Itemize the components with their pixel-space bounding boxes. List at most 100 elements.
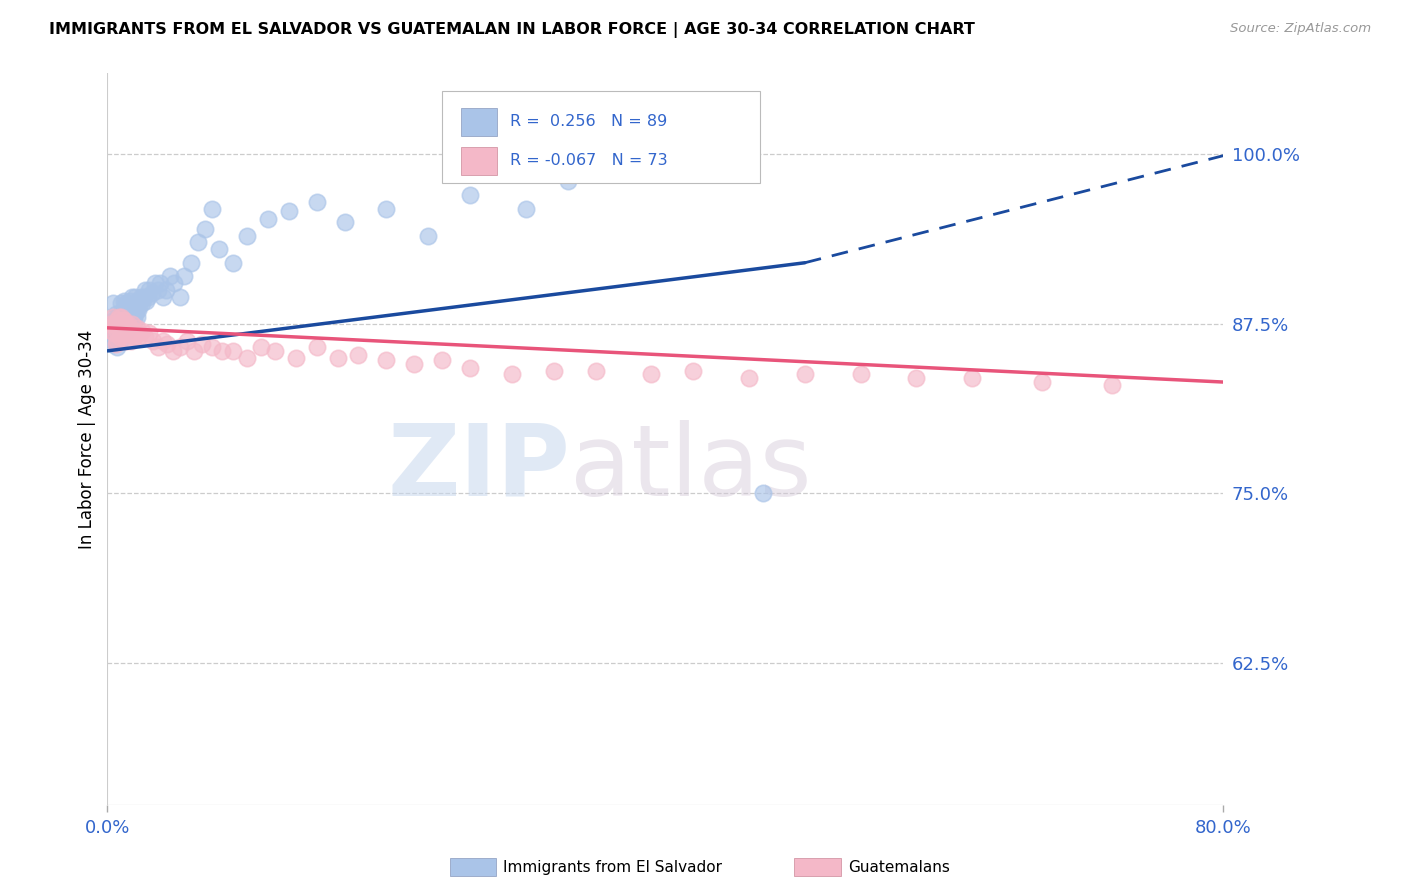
Point bbox=[194, 222, 217, 236]
Point bbox=[640, 367, 662, 381]
Point bbox=[127, 330, 149, 344]
Point bbox=[159, 269, 181, 284]
Point bbox=[152, 334, 174, 349]
Point bbox=[138, 326, 160, 341]
Point bbox=[849, 367, 872, 381]
Point bbox=[501, 367, 523, 381]
Point bbox=[125, 321, 148, 335]
Point bbox=[110, 326, 132, 341]
Point bbox=[191, 337, 214, 351]
Point bbox=[107, 317, 129, 331]
Point bbox=[211, 343, 233, 358]
Point bbox=[105, 324, 128, 338]
Point bbox=[515, 202, 537, 216]
Point bbox=[136, 290, 159, 304]
Y-axis label: In Labor Force | Age 30-34: In Labor Force | Age 30-34 bbox=[79, 329, 96, 549]
Point bbox=[121, 303, 143, 318]
Point bbox=[155, 283, 177, 297]
Point bbox=[104, 307, 127, 321]
Point bbox=[793, 367, 815, 381]
FancyBboxPatch shape bbox=[461, 146, 496, 175]
Point bbox=[430, 353, 453, 368]
Point bbox=[101, 310, 124, 324]
Point bbox=[115, 317, 138, 331]
Point bbox=[112, 293, 135, 308]
Point bbox=[129, 290, 152, 304]
Point bbox=[122, 312, 145, 326]
Point bbox=[117, 310, 139, 324]
Point bbox=[187, 235, 209, 250]
Point bbox=[326, 351, 349, 365]
Point bbox=[1101, 377, 1123, 392]
Point bbox=[110, 307, 132, 321]
Point bbox=[100, 337, 122, 351]
Point bbox=[682, 158, 704, 172]
Point bbox=[128, 299, 150, 313]
Point bbox=[108, 334, 131, 349]
Point bbox=[101, 317, 124, 331]
Point bbox=[107, 310, 129, 324]
Point bbox=[112, 317, 135, 331]
Point bbox=[142, 334, 165, 349]
Point bbox=[134, 283, 156, 297]
Point bbox=[120, 334, 142, 349]
Point bbox=[118, 324, 141, 338]
Point bbox=[124, 324, 146, 338]
Point bbox=[103, 312, 125, 326]
Point bbox=[105, 317, 128, 331]
Point bbox=[104, 317, 127, 331]
Point bbox=[124, 290, 146, 304]
Point bbox=[738, 371, 761, 385]
Point bbox=[104, 337, 127, 351]
Point bbox=[277, 204, 299, 219]
Point bbox=[131, 296, 153, 310]
Point bbox=[128, 326, 150, 341]
Point bbox=[114, 317, 136, 331]
Point bbox=[169, 290, 191, 304]
Point bbox=[162, 343, 184, 358]
Point bbox=[120, 307, 142, 321]
Point bbox=[103, 317, 125, 331]
Point bbox=[122, 330, 145, 344]
Point bbox=[114, 324, 136, 338]
Point bbox=[117, 317, 139, 331]
Point bbox=[201, 340, 224, 354]
Point bbox=[125, 310, 148, 324]
Point bbox=[208, 242, 231, 256]
Point bbox=[104, 317, 127, 331]
Point bbox=[111, 303, 134, 318]
Point bbox=[149, 276, 172, 290]
Text: R = -0.067   N = 73: R = -0.067 N = 73 bbox=[510, 153, 668, 168]
Point bbox=[305, 194, 328, 209]
Point bbox=[107, 330, 129, 344]
Point bbox=[682, 364, 704, 378]
Point bbox=[120, 317, 142, 331]
Point bbox=[458, 188, 481, 202]
Point bbox=[104, 326, 127, 341]
Point bbox=[131, 324, 153, 338]
Point bbox=[557, 174, 579, 188]
Point bbox=[1031, 375, 1053, 389]
Point bbox=[110, 324, 132, 338]
Point bbox=[103, 324, 125, 338]
Point bbox=[114, 296, 136, 310]
Point bbox=[105, 312, 128, 326]
Point bbox=[284, 351, 307, 365]
Point bbox=[375, 202, 398, 216]
Point bbox=[110, 296, 132, 310]
Point bbox=[347, 348, 370, 362]
Point bbox=[127, 303, 149, 318]
Point bbox=[107, 312, 129, 326]
Point bbox=[236, 228, 259, 243]
Point bbox=[118, 293, 141, 308]
Point bbox=[101, 296, 124, 310]
Point bbox=[108, 324, 131, 338]
Point bbox=[114, 312, 136, 326]
Point bbox=[132, 290, 155, 304]
Point bbox=[108, 310, 131, 324]
Point bbox=[905, 371, 928, 385]
Point bbox=[626, 163, 648, 178]
Point bbox=[146, 283, 169, 297]
Point bbox=[110, 317, 132, 331]
Point bbox=[111, 312, 134, 326]
